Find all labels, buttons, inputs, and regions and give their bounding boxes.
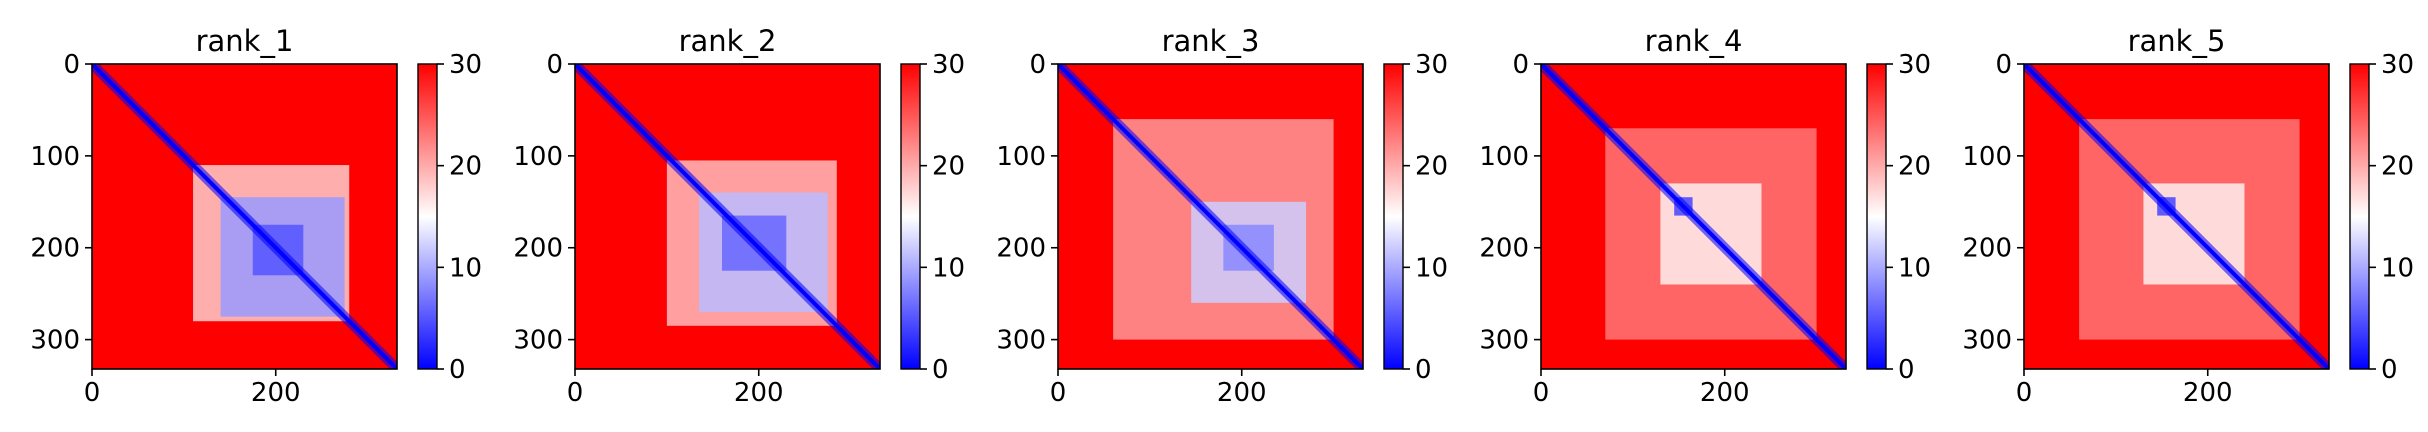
x-tick-label: 200 [251,378,301,408]
colorbar-tick-label: 30 [449,50,482,80]
x-tick-label: 0 [2016,378,2033,408]
y-tick-label: 300 [513,326,563,356]
y-tick-label: 200 [1962,234,2012,264]
axes-frame [91,63,398,370]
y-tick-label: 100 [1962,142,2012,172]
y-tick-label: 100 [30,142,80,172]
colorbar-tick-label: 0 [2381,355,2398,385]
colorbar-tick-label: 20 [2381,152,2414,182]
x-tick-label: 0 [1533,378,1550,408]
y-tick-label: 0 [1512,50,1529,80]
y-tick-label: 200 [1479,234,1529,264]
colorbar-gradient [1866,63,1887,370]
colorbar-tick-label: 20 [1415,152,1448,182]
y-tick-label: 200 [996,234,1046,264]
colorbar-gradient [2349,63,2370,370]
y-tick-label: 200 [30,234,80,264]
heatmap-cells [92,64,397,369]
heatmap-diagonal [1058,64,1363,369]
colorbar-tick-label: 30 [2381,50,2414,80]
heatmap-diagonal [92,64,397,369]
colorbar-tick-label: 10 [2381,253,2414,283]
panel-title: rank_4 [1645,24,1743,58]
colorbar-gradient [417,63,438,370]
colorbar-tick-label: 10 [932,253,965,283]
panel-title: rank_5 [2128,24,2226,58]
colorbar-gradient [900,63,921,370]
y-tick-label: 200 [513,234,563,264]
axes-frame [1540,63,1847,370]
colorbar-tick-label: 30 [1415,50,1448,80]
y-tick-label: 100 [1479,142,1529,172]
x-tick-label: 0 [567,378,584,408]
colorbar: 0 10 20 30 [900,50,965,385]
x-tick-label: 200 [1217,378,1267,408]
x-tick-label: 200 [2183,378,2233,408]
panel-title: rank_3 [1162,24,1260,58]
y-tick-label: 0 [1995,50,2012,80]
axes-frame [574,63,881,370]
axes-frame [2023,63,2330,370]
colorbar: 0 10 20 30 [1866,50,1931,385]
colorbar-tick-label: 10 [449,253,482,283]
y-tick-label: 300 [996,326,1046,356]
colorbar-tick-label: 10 [1898,253,1931,283]
y-tick-label: 300 [1479,326,1529,356]
colorbar-tick-label: 0 [449,355,466,385]
heatmap-diagonal [2024,64,2329,369]
panel-title: rank_2 [679,24,777,58]
heatmap-diagonal [1541,64,1846,369]
y-tick-label: 300 [1962,326,2012,356]
heatmap-cells [575,64,880,369]
colorbar-tick-label: 10 [1415,253,1448,283]
axes-frame [1057,63,1364,370]
colorbar-tick-label: 0 [1415,355,1432,385]
y-tick-label: 0 [1029,50,1046,80]
colorbar-tick-label: 30 [1898,50,1931,80]
y-tick-label: 0 [546,50,563,80]
x-tick-label: 0 [84,378,101,408]
heatmap-diagonal [575,64,880,369]
x-tick-label: 200 [1700,378,1750,408]
colorbar-gradient [1383,63,1404,370]
y-tick-label: 0 [63,50,80,80]
colorbar-tick-label: 20 [449,152,482,182]
x-tick-label: 0 [1050,378,1067,408]
y-tick-label: 300 [30,326,80,356]
colorbar-tick-label: 30 [932,50,965,80]
colorbar-tick-label: 20 [1898,152,1931,182]
heatmap-cells [1541,64,1846,369]
colorbar-tick-label: 0 [932,355,949,385]
x-tick-label: 200 [734,378,784,408]
colorbar-tick-label: 0 [1898,355,1915,385]
heatmap-cells [2024,64,2329,369]
panel-title: rank_1 [196,24,294,58]
y-tick-label: 100 [513,142,563,172]
colorbar-tick-label: 20 [932,152,965,182]
y-tick-label: 100 [996,142,1046,172]
colorbar: 0 10 20 30 [1383,50,1448,385]
heatmap-cells [1058,64,1363,369]
colorbar: 0 10 20 30 [417,50,482,385]
colorbar: 0 10 20 30 [2349,50,2414,385]
